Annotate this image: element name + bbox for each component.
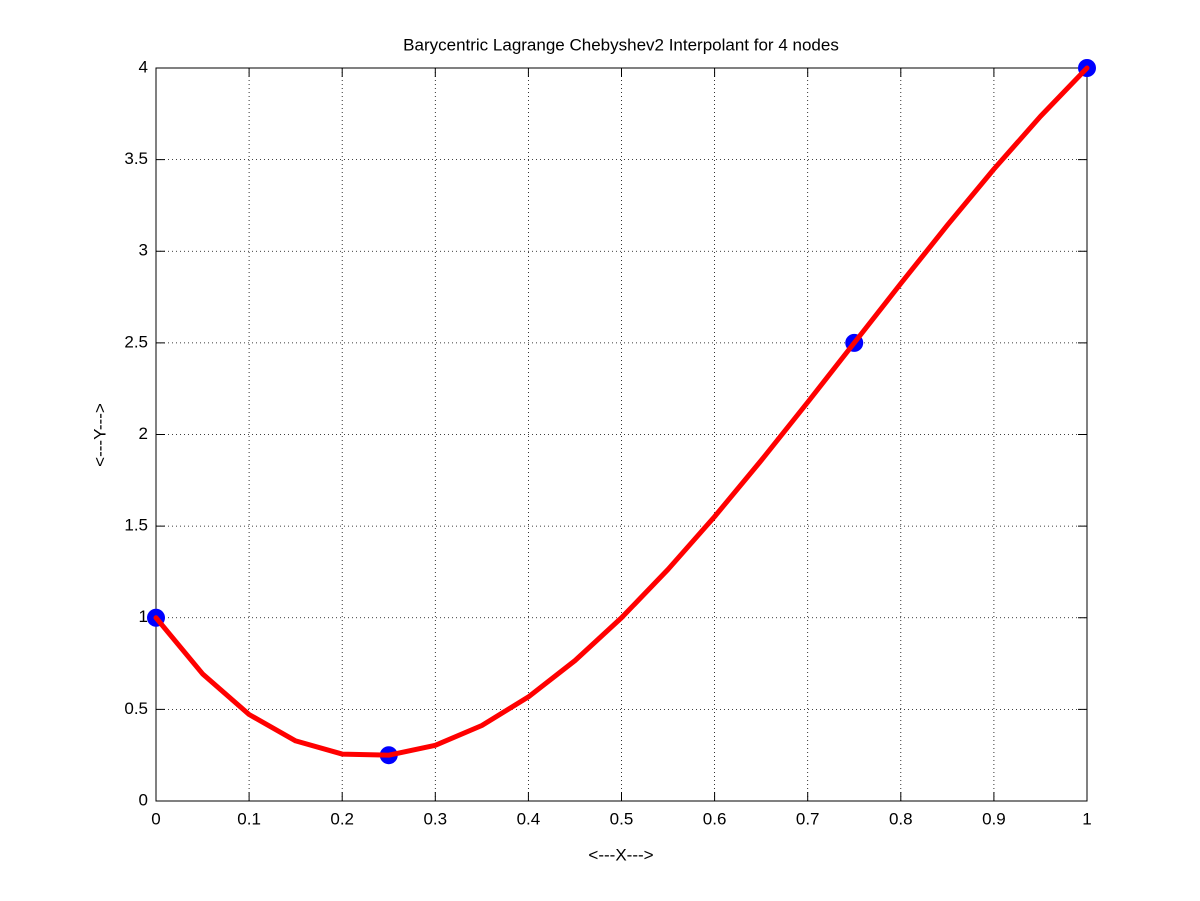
x-tick-label: 0.1	[237, 809, 261, 828]
x-tick-label: 0.8	[889, 809, 913, 828]
x-tick-label: 0.6	[703, 809, 727, 828]
x-tick-label: 0.2	[330, 809, 354, 828]
y-axis-label: <---Y--->	[90, 403, 109, 467]
interpolant-line	[153, 65, 1090, 758]
chart-title: Barycentric Lagrange Chebyshev2 Interpol…	[403, 35, 839, 54]
x-tick-label: 0.3	[423, 809, 447, 828]
y-tick-label: 1	[139, 607, 148, 626]
y-tick-label: 2	[139, 424, 148, 443]
x-tick-label: 0.9	[982, 809, 1006, 828]
y-tick-label: 3.5	[124, 149, 148, 168]
y-tick-label: 0.5	[124, 699, 148, 718]
x-tick-label: 1	[1082, 809, 1091, 828]
y-tick-label: 3	[139, 241, 148, 260]
y-tick-label: 0	[139, 790, 148, 809]
y-tick-label: 4	[139, 57, 148, 76]
x-tick-label: 0.5	[610, 809, 634, 828]
x-tick-label: 0	[151, 809, 160, 828]
plot-frame	[155, 67, 1088, 802]
y-tick-label: 2.5	[124, 332, 148, 351]
x-axis-label: <---X--->	[588, 845, 653, 864]
x-tick-label: 0.7	[796, 809, 820, 828]
y-tick-label: 1.5	[124, 516, 148, 535]
x-tick-label: 0.4	[517, 809, 541, 828]
